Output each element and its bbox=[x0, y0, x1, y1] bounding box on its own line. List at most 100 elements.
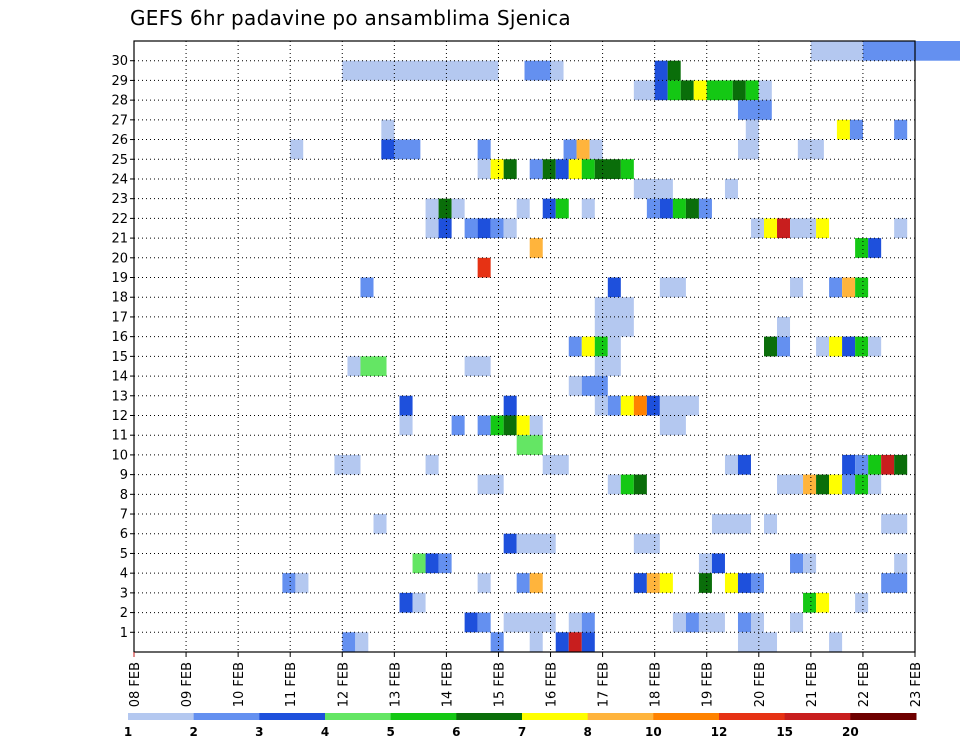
heatmap-cell bbox=[282, 573, 296, 593]
heatmap-cell bbox=[803, 553, 817, 574]
heatmap-cell bbox=[633, 395, 647, 416]
legend-label: 6 bbox=[452, 725, 460, 739]
y-tick-label: 3 bbox=[120, 586, 128, 601]
heatmap-cell bbox=[581, 612, 595, 633]
heatmap-cell bbox=[503, 218, 517, 239]
heatmap-cell bbox=[750, 612, 765, 633]
heatmap-cell bbox=[342, 632, 356, 652]
heatmap-cell bbox=[654, 60, 668, 81]
heatmap-cell bbox=[529, 159, 543, 179]
color-legend: 1 2 3 4 5 6 7 8 10 12 15 20 bbox=[124, 713, 917, 739]
heatmap-cell bbox=[516, 533, 556, 554]
heatmap-cell bbox=[881, 454, 895, 475]
y-tick-label: 14 bbox=[111, 370, 128, 385]
legend-label: 20 bbox=[842, 725, 859, 739]
heatmap-cell bbox=[764, 336, 778, 357]
y-tick-label: 7 bbox=[120, 508, 128, 523]
heatmap-cell bbox=[620, 159, 634, 179]
heatmap-cell bbox=[745, 80, 759, 101]
x-tick-label: 13 FEB bbox=[388, 662, 403, 707]
heatmap-cell bbox=[737, 573, 751, 593]
heatmap-cell bbox=[477, 159, 491, 179]
y-tick-label: 8 bbox=[120, 488, 128, 503]
heatmap-cell bbox=[894, 553, 908, 574]
heatmap-cell bbox=[724, 178, 738, 199]
heatmap-cell bbox=[810, 41, 863, 61]
heatmap-cell bbox=[589, 139, 603, 160]
heatmap-cell bbox=[347, 356, 361, 377]
heatmap-cell bbox=[503, 533, 517, 554]
heatmap-cell bbox=[816, 218, 830, 239]
heatmap-cell bbox=[594, 316, 634, 337]
heatmap-cell bbox=[576, 139, 590, 160]
heatmap-cell bbox=[542, 454, 569, 475]
heatmap-cell bbox=[477, 415, 491, 436]
heatmap-cell bbox=[503, 415, 517, 436]
heatmap-cell bbox=[680, 80, 694, 101]
y-tick-label: 17 bbox=[111, 310, 128, 325]
heatmap-cell bbox=[829, 474, 843, 495]
heatmap-cell bbox=[550, 60, 564, 81]
x-tick-label: 16 FEB bbox=[545, 662, 560, 707]
heatmap-cell bbox=[594, 395, 608, 416]
heatmap-cell bbox=[829, 336, 843, 357]
x-tick-label: 10 FEB bbox=[232, 662, 247, 707]
heatmap-cell bbox=[706, 80, 733, 101]
heatmap-cell bbox=[737, 612, 751, 633]
heatmap-cell bbox=[477, 218, 491, 239]
heatmap-cell bbox=[737, 139, 759, 160]
heatmap-cell bbox=[594, 336, 608, 357]
heatmap-cell bbox=[542, 198, 556, 219]
heatmap-cell bbox=[563, 139, 577, 160]
x-tick-label: 14 FEB bbox=[440, 662, 455, 707]
heatmap-cell bbox=[855, 454, 869, 475]
heatmap-cell bbox=[381, 139, 395, 160]
x-tick-label: 12 FEB bbox=[336, 662, 351, 707]
heatmap-cell bbox=[855, 277, 869, 298]
legend-swatch bbox=[456, 713, 523, 720]
heatmap-cell bbox=[399, 415, 413, 436]
heatmap-cell bbox=[868, 336, 882, 357]
heatmap-cell bbox=[503, 612, 556, 633]
heatmap-cell bbox=[542, 159, 556, 179]
legend-swatch bbox=[587, 713, 654, 720]
heatmap-cell bbox=[381, 119, 395, 140]
legend-label: 12 bbox=[711, 725, 728, 739]
y-tick-label: 28 bbox=[111, 94, 128, 109]
legend-swatch bbox=[719, 713, 786, 720]
heatmap-cell bbox=[777, 218, 791, 239]
heatmap-cell bbox=[438, 553, 452, 574]
heatmap-cell bbox=[568, 376, 582, 396]
legend-label: 15 bbox=[776, 725, 793, 739]
heatmap-cell bbox=[842, 277, 856, 298]
heatmap-cell bbox=[477, 139, 491, 160]
heatmap-cell bbox=[745, 119, 759, 140]
y-tick-label: 23 bbox=[111, 192, 128, 207]
heatmap-cell bbox=[555, 159, 569, 179]
heatmap-cell bbox=[607, 395, 621, 416]
heatmap-cell bbox=[698, 612, 725, 633]
y-tick-label: 6 bbox=[120, 527, 128, 542]
heatmap-cell bbox=[399, 395, 413, 416]
y-tick-label: 27 bbox=[111, 113, 128, 128]
heatmap-cell bbox=[672, 612, 686, 633]
heatmap-cell bbox=[412, 553, 426, 574]
heatmap-cell bbox=[516, 198, 530, 219]
heatmap-cell bbox=[777, 336, 791, 357]
x-tick-label: 11 FEB bbox=[284, 662, 299, 707]
heatmap-cell bbox=[790, 612, 804, 633]
chart-title: GEFS 6hr padavine po ansamblima Sjenica bbox=[130, 6, 571, 30]
heatmap-cell bbox=[654, 80, 668, 101]
y-tick-label: 2 bbox=[120, 606, 128, 621]
heatmap-cell bbox=[868, 238, 882, 258]
heatmap-cell bbox=[425, 218, 439, 239]
plot-frame bbox=[133, 40, 916, 653]
y-tick-label: 11 bbox=[111, 429, 128, 444]
heatmap-cell bbox=[724, 454, 738, 475]
legend-label: 5 bbox=[386, 725, 394, 739]
y-tick-label: 5 bbox=[120, 547, 128, 562]
heatmap-cell bbox=[881, 514, 908, 534]
heatmap-cell bbox=[394, 60, 499, 81]
heatmap-cell bbox=[685, 612, 699, 633]
legend-swatch bbox=[128, 713, 195, 720]
